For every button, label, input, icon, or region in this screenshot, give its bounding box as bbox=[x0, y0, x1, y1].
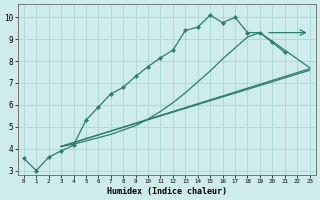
X-axis label: Humidex (Indice chaleur): Humidex (Indice chaleur) bbox=[107, 187, 227, 196]
